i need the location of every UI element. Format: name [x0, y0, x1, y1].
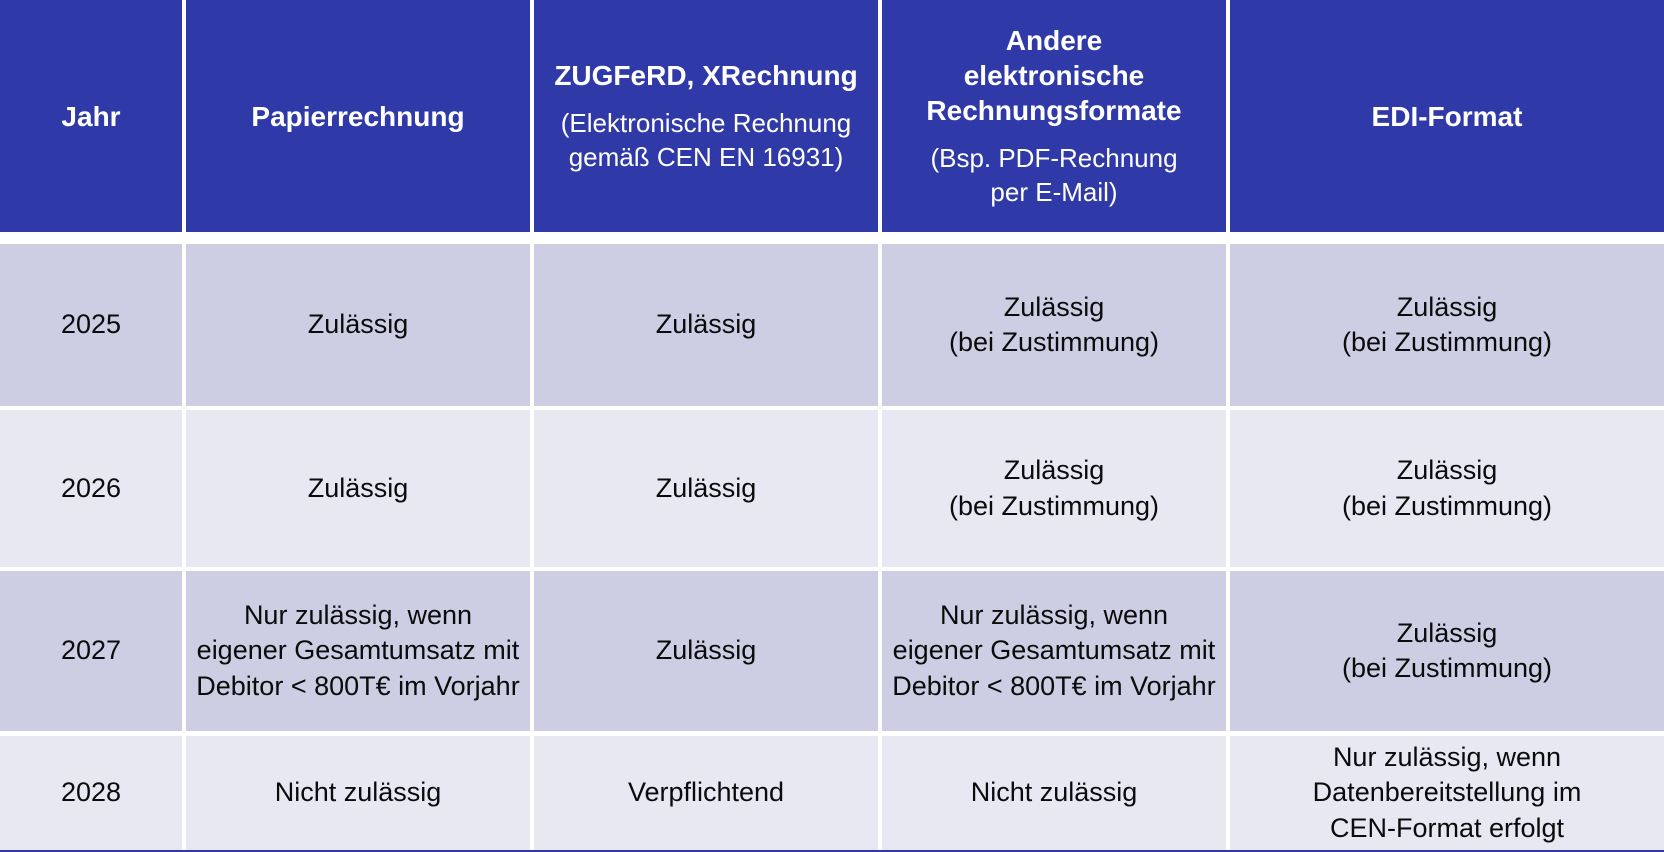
cell-2027-edi: Zulässig (bei Zustimmung) — [1230, 571, 1664, 731]
column-subtitle: (Bsp. PDF-Rechnung per E-Mail) — [930, 142, 1178, 207]
cell-2027-zugferd: Zulässig — [534, 571, 878, 731]
cell-2026-andere: Zulässig (bei Zustimmung) — [882, 410, 1226, 567]
cell-2025-zugferd: Zulässig — [534, 244, 878, 406]
cell-2027-andere: Nur zulässig, wenn eigener Gesamtumsatz … — [882, 571, 1226, 731]
header-cell-edi-format: EDI-Format — [1230, 0, 1664, 232]
cell-year-2027: 2027 — [0, 571, 182, 731]
header-cell-jahr: Jahr — [0, 0, 182, 232]
column-title: Andere elektronische Rechnungsformate — [926, 24, 1182, 126]
cell-2028-zugferd: Verpflichtend — [534, 736, 878, 850]
column-title: EDI-Format — [1371, 100, 1523, 132]
cell-year-2025: 2025 — [0, 244, 182, 406]
cell-2027-papierrechnung: Nur zulässig, wenn eigener Gesamtumsatz … — [186, 571, 530, 731]
column-title: Jahr — [61, 100, 121, 132]
header-cell-andere-formate: Andere elektronische Rechnungsformate (B… — [882, 0, 1226, 232]
header-cell-zugferd-xrechnung: ZUGFeRD, XRechnung (Elektronische Rechnu… — [534, 0, 878, 232]
cell-2026-zugferd: Zulässig — [534, 410, 878, 567]
column-title: Papierrechnung — [251, 100, 465, 132]
cell-2025-papierrechnung: Zulässig — [186, 244, 530, 406]
cell-2028-papierrechnung: Nicht zulässig — [186, 736, 530, 850]
cell-2028-edi: Nur zulässig, wenn Datenbereitstellung i… — [1230, 736, 1664, 850]
cell-2028-andere: Nicht zulässig — [882, 736, 1226, 850]
cell-2026-edi: Zulässig (bei Zustimmung) — [1230, 410, 1664, 567]
cell-year-2026: 2026 — [0, 410, 182, 567]
column-title: ZUGFeRD, XRechnung — [554, 59, 858, 91]
cell-2026-papierrechnung: Zulässig — [186, 410, 530, 567]
cell-2025-andere: Zulässig (bei Zustimmung) — [882, 244, 1226, 406]
column-subtitle: (Elektronische Rechnung gemäß CEN EN 169… — [560, 107, 852, 172]
cell-2025-edi: Zulässig (bei Zustimmung) — [1230, 244, 1664, 406]
cell-year-2028: 2028 — [0, 736, 182, 850]
header-cell-papierrechnung: Papierrechnung — [186, 0, 530, 232]
